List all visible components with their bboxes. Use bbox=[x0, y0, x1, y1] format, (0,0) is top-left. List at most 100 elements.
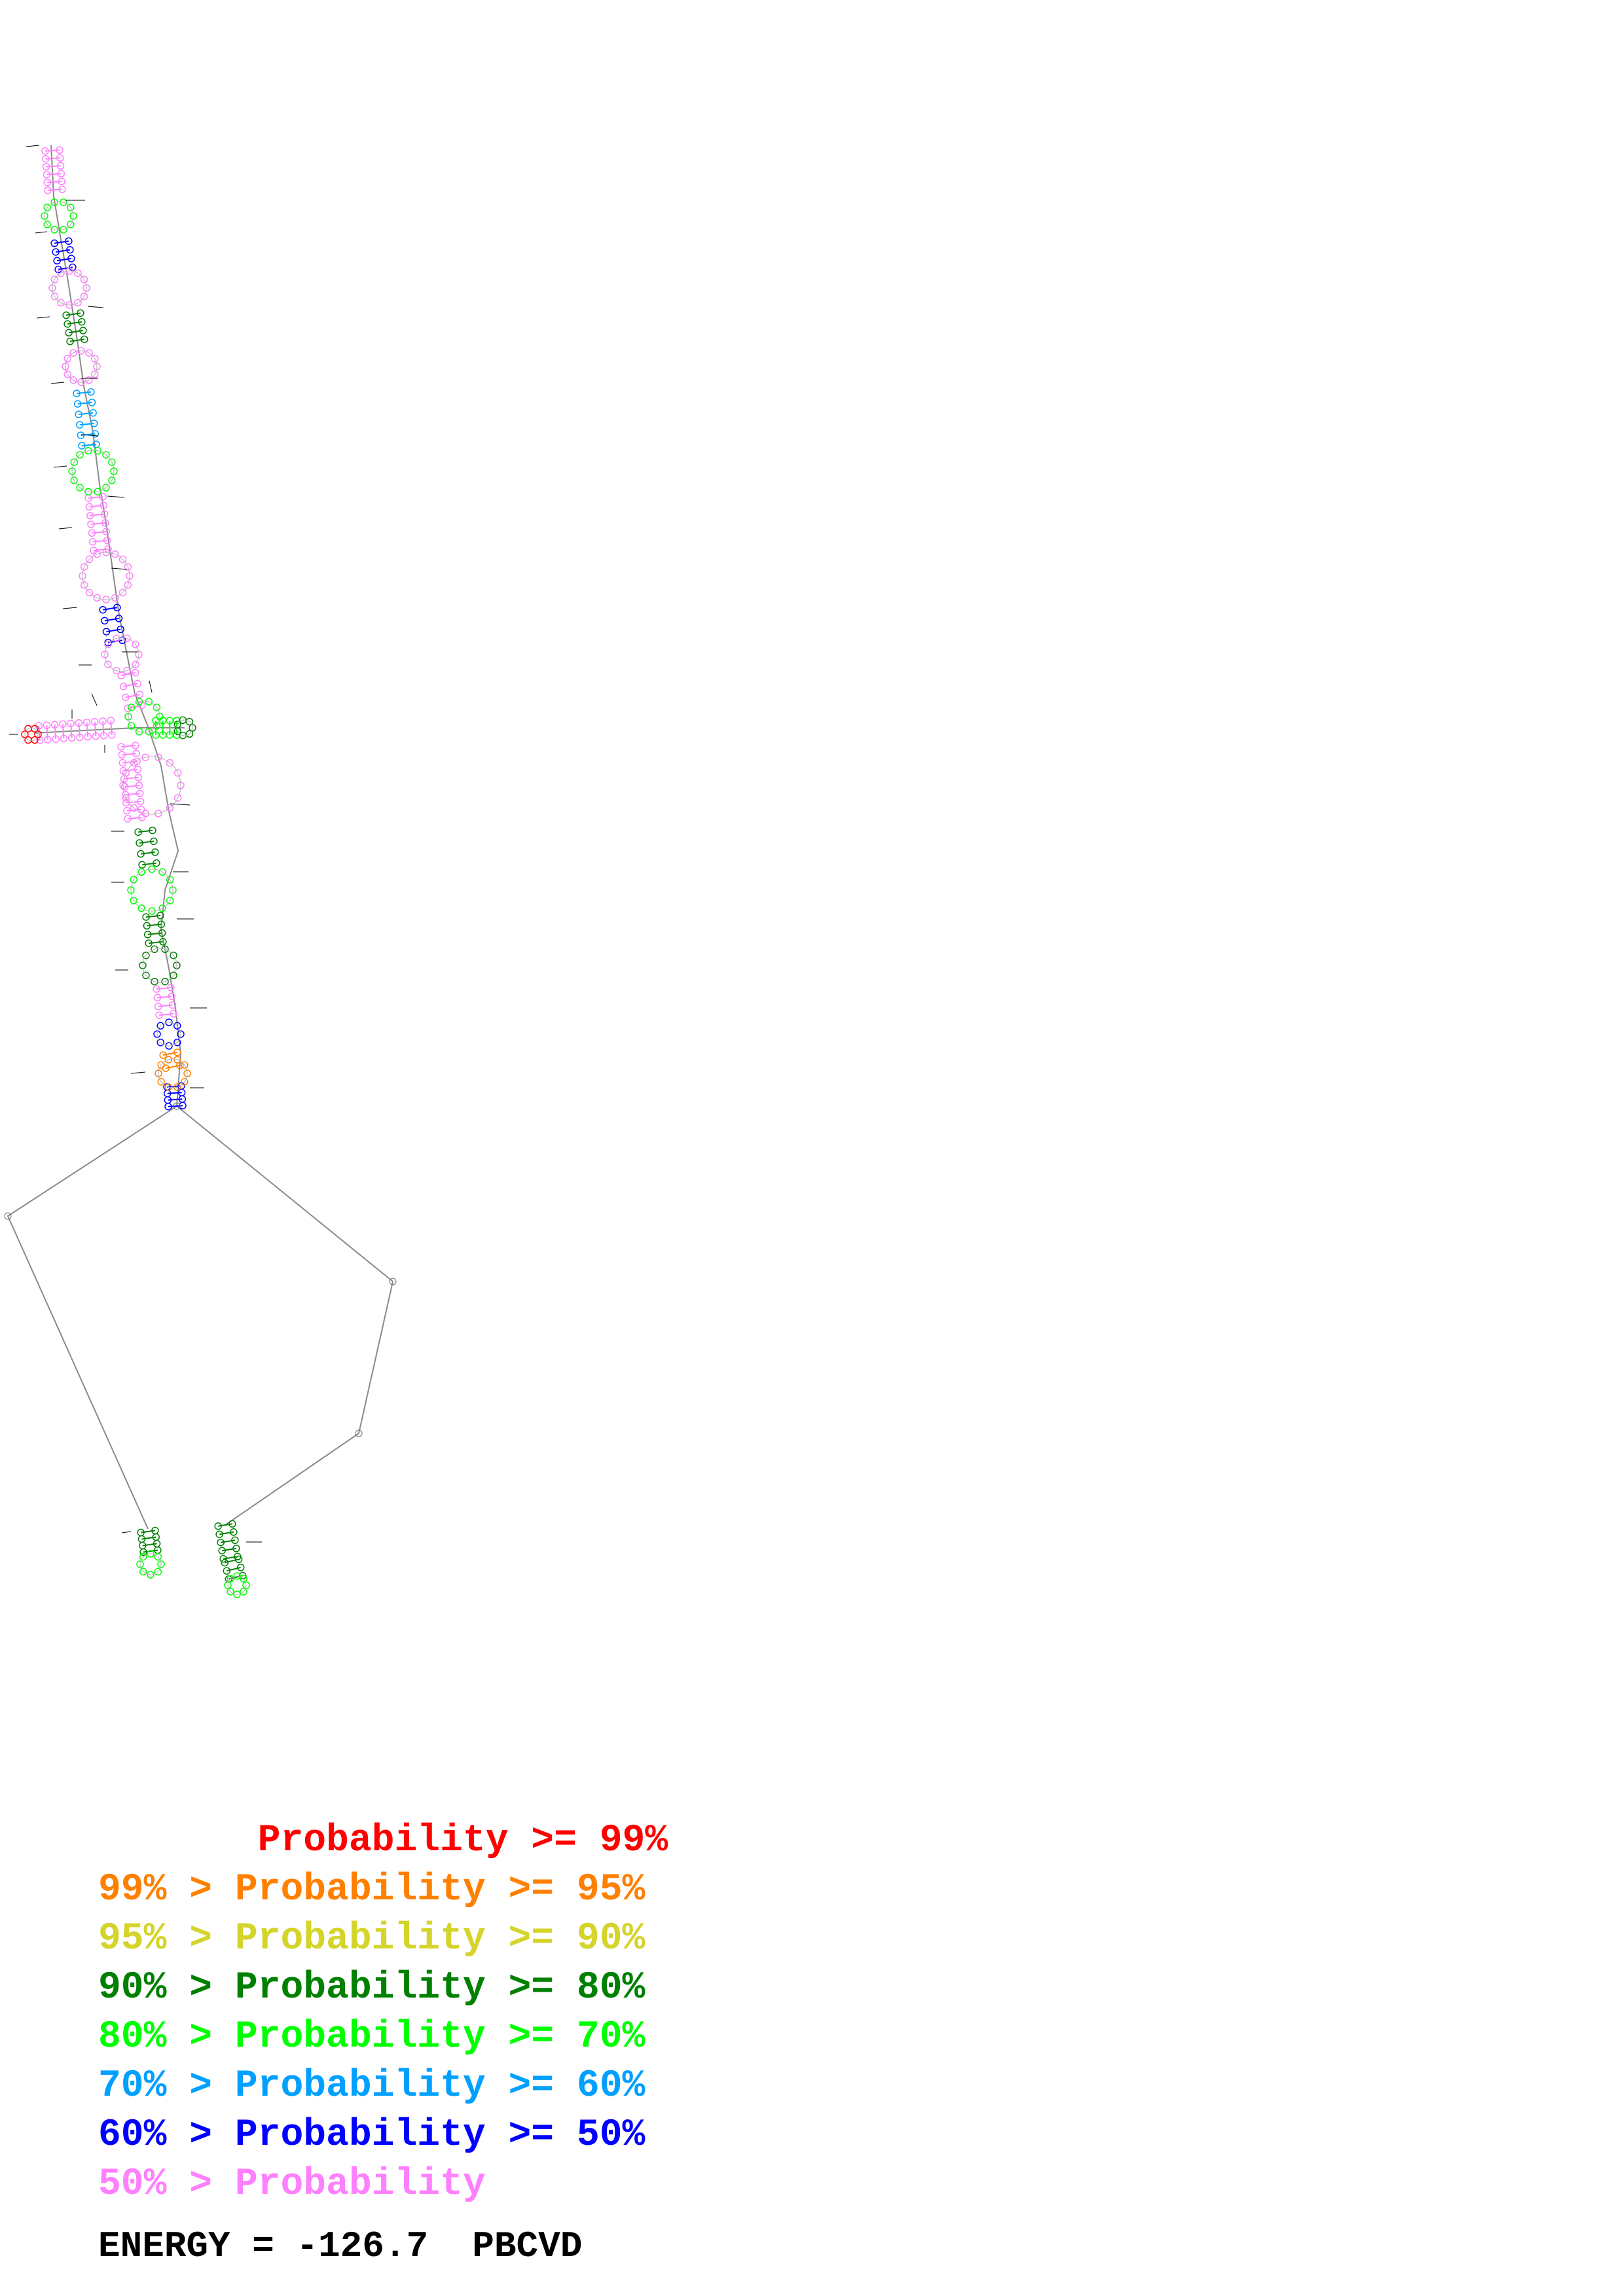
position-tick bbox=[36, 316, 50, 319]
base-pair bbox=[124, 785, 139, 788]
nucleotide bbox=[134, 765, 142, 774]
nucleotide bbox=[233, 1590, 241, 1598]
nucleotide bbox=[154, 1568, 162, 1576]
nucleotide bbox=[136, 789, 144, 798]
nucleotide bbox=[136, 691, 144, 698]
base-pair bbox=[168, 1105, 183, 1107]
nucleotide bbox=[165, 1018, 173, 1026]
nucleotide bbox=[159, 1051, 167, 1059]
nucleotide bbox=[151, 977, 158, 986]
base-pair bbox=[104, 617, 119, 622]
nucleotide bbox=[91, 370, 99, 378]
nucleotide bbox=[119, 683, 128, 691]
nucleotide bbox=[93, 594, 101, 602]
nucleotide bbox=[43, 170, 51, 179]
nucleotide bbox=[69, 376, 77, 384]
nucleotide bbox=[164, 1083, 172, 1091]
nucleotide bbox=[142, 913, 150, 921]
nucleotide bbox=[183, 1069, 191, 1077]
base-pair bbox=[70, 723, 73, 738]
base-pair bbox=[140, 852, 156, 855]
base-pair bbox=[92, 531, 107, 534]
nucleotide bbox=[81, 335, 88, 344]
nucleotide bbox=[75, 410, 83, 418]
nucleotide bbox=[85, 349, 93, 357]
nucleotide bbox=[52, 735, 60, 743]
nucleotide bbox=[165, 1042, 173, 1050]
nucleotide bbox=[88, 538, 97, 546]
base-pair bbox=[141, 862, 157, 866]
nucleotide bbox=[157, 920, 166, 928]
nucleotide bbox=[57, 298, 65, 307]
nucleotide bbox=[60, 226, 67, 234]
nucleotide bbox=[132, 742, 139, 749]
nucleotide bbox=[170, 971, 177, 980]
base-pair bbox=[225, 1558, 239, 1564]
nucleotide bbox=[60, 198, 67, 206]
loop-outline bbox=[130, 869, 173, 912]
nucleotide bbox=[123, 807, 131, 815]
nucleotide bbox=[64, 320, 71, 328]
position-tick bbox=[91, 693, 98, 706]
nucleotide bbox=[236, 1564, 245, 1571]
nucleotide bbox=[215, 1530, 223, 1538]
nucleotide bbox=[42, 162, 50, 171]
nucleotide bbox=[233, 1572, 241, 1580]
base-pair bbox=[141, 1536, 156, 1540]
base-pair bbox=[168, 1098, 183, 1101]
nucleotide bbox=[221, 1558, 229, 1567]
nucleotide bbox=[155, 1069, 162, 1077]
nucleotide bbox=[153, 1030, 161, 1038]
nucleotide bbox=[127, 722, 136, 730]
nucleotide bbox=[122, 769, 130, 777]
nucleotide bbox=[21, 730, 29, 738]
position-tick bbox=[121, 1531, 132, 1534]
loop-outline bbox=[82, 552, 130, 600]
nucleotide bbox=[132, 749, 140, 757]
nucleotide bbox=[92, 732, 100, 740]
nucleotide bbox=[122, 798, 130, 807]
base-pair bbox=[46, 173, 62, 175]
nucleotide bbox=[123, 666, 131, 675]
nucleotide bbox=[113, 603, 121, 612]
base-pair bbox=[120, 745, 136, 747]
base-pair bbox=[106, 628, 121, 633]
nucleotide bbox=[50, 276, 59, 283]
nucleotide bbox=[141, 753, 149, 761]
nucleotide bbox=[80, 581, 88, 589]
nucleotide bbox=[136, 797, 145, 806]
nucleotide bbox=[166, 897, 174, 905]
nucleotide bbox=[227, 1575, 234, 1583]
nucleotide bbox=[113, 666, 120, 675]
nucleotide bbox=[4, 1212, 12, 1220]
nucleotide bbox=[161, 945, 169, 954]
nucleotide bbox=[41, 212, 48, 220]
loop-outline bbox=[176, 719, 193, 736]
nucleotide bbox=[231, 1536, 239, 1545]
nucleotide bbox=[107, 717, 115, 725]
nucleotide bbox=[158, 868, 166, 876]
nucleotide bbox=[130, 876, 138, 884]
nucleotide bbox=[99, 605, 107, 614]
base-pair bbox=[219, 1531, 234, 1535]
nucleotide bbox=[117, 672, 125, 679]
base-pair bbox=[68, 330, 84, 334]
position-tick bbox=[53, 465, 67, 468]
nucleotide bbox=[170, 1010, 177, 1018]
base-pair bbox=[86, 722, 89, 737]
base-pair bbox=[81, 443, 97, 447]
base-pair bbox=[158, 1004, 173, 1007]
nucleotide bbox=[70, 476, 78, 484]
base-pair bbox=[79, 412, 94, 416]
nucleotide bbox=[108, 731, 116, 739]
nucleotide bbox=[87, 520, 95, 528]
legend-row: 60% > Probability >= 50% bbox=[98, 2114, 646, 2157]
nucleotide bbox=[173, 1049, 181, 1056]
legend-row: 90% > Probability >= 80% bbox=[98, 1967, 646, 2009]
nucleotide bbox=[139, 1552, 147, 1561]
nucleotide bbox=[167, 984, 175, 992]
nucleotide bbox=[85, 376, 93, 384]
base-pair bbox=[125, 694, 140, 698]
nucleotide bbox=[58, 177, 65, 186]
nucleotide bbox=[84, 732, 92, 741]
